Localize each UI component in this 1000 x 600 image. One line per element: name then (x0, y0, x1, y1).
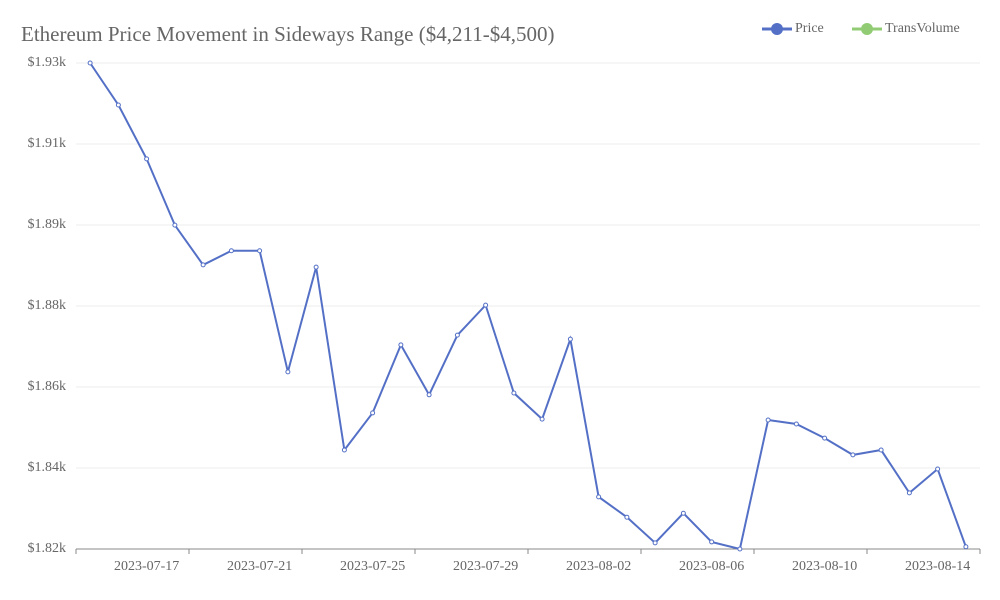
x-tick-label: 2023-08-14 (905, 559, 970, 574)
legend-marker (861, 23, 873, 35)
x-tick-label: 2023-07-17 (114, 559, 179, 574)
y-tick-label: $1.93k (28, 55, 67, 70)
data-point (680, 510, 686, 516)
data-point (257, 248, 263, 254)
y-tick-label: $1.82k (28, 541, 67, 556)
x-tick-label: 2023-08-10 (792, 559, 857, 574)
legend-label: Price (795, 21, 824, 36)
chart-title: Ethereum Price Movement in Sideways Rang… (21, 22, 554, 46)
x-tick-label: 2023-08-06 (679, 559, 744, 574)
data-point (426, 392, 432, 398)
data-point (341, 447, 347, 453)
x-tick-label: 2023-07-29 (453, 559, 518, 574)
data-point (454, 332, 460, 338)
data-point (935, 466, 941, 472)
data-point (963, 544, 969, 550)
y-tick-label: $1.84k (28, 460, 67, 475)
legend-label: TransVolume (885, 21, 960, 36)
data-point (172, 222, 178, 228)
data-point (737, 546, 743, 552)
data-point (313, 264, 319, 270)
y-tick-label: $1.91k (28, 136, 67, 151)
x-tick-label: 2023-08-02 (566, 559, 631, 574)
legend-marker (771, 23, 783, 35)
y-tick-label: $1.88k (28, 298, 67, 313)
data-point (144, 156, 150, 162)
y-tick-label: $1.89k (28, 217, 67, 232)
data-point (370, 410, 376, 416)
y-tick-label: $1.86k (28, 379, 67, 394)
x-tick-label: 2023-07-21 (227, 559, 292, 574)
data-point (793, 421, 799, 427)
data-point (822, 435, 828, 441)
data-point (87, 60, 93, 66)
series-line (89, 62, 967, 551)
data-point (906, 490, 912, 496)
x-tick-label: 2023-07-25 (340, 559, 405, 574)
data-point (228, 248, 234, 254)
data-point (709, 539, 715, 545)
data-point (539, 416, 545, 422)
data-point (596, 494, 602, 500)
data-point (285, 369, 291, 375)
data-point (511, 390, 517, 396)
data-point (878, 447, 884, 453)
data-point (398, 342, 404, 348)
data-point (567, 336, 573, 342)
data-point (624, 514, 630, 520)
data-point (115, 102, 121, 108)
data-point (765, 417, 771, 423)
data-point (652, 540, 658, 546)
data-point (200, 262, 206, 268)
data-point (483, 302, 489, 308)
data-point (850, 452, 856, 458)
